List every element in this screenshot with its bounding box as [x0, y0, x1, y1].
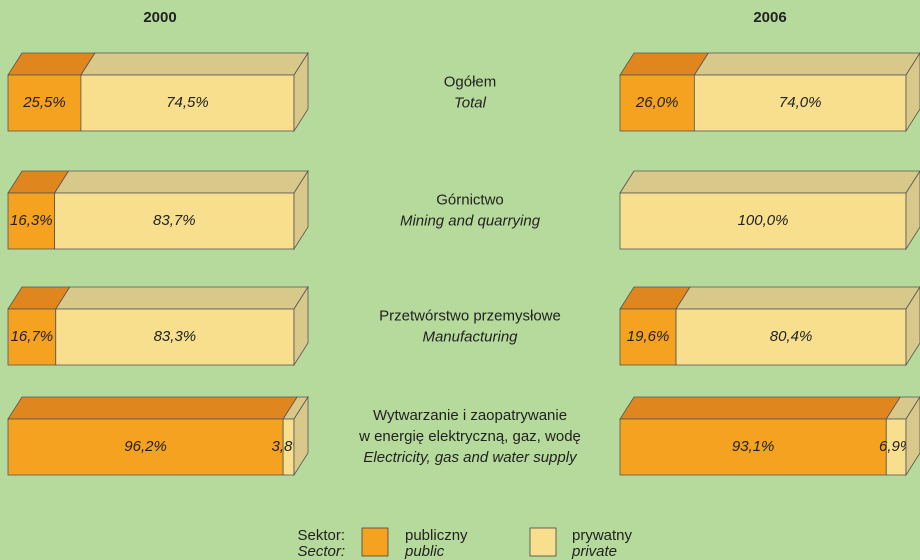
- bar-top: [619, 396, 901, 420]
- legend-title: Sektor:: [297, 527, 345, 544]
- bar: [54, 192, 295, 250]
- bar-side: [905, 286, 920, 367]
- bar: [619, 74, 695, 132]
- bar-side: [905, 52, 920, 133]
- value-label: 74,5%: [166, 94, 209, 111]
- category-label: Przetwórstwo przemysłowe: [379, 307, 561, 324]
- bar-side: [293, 169, 309, 251]
- bar: [7, 418, 284, 476]
- bar-side: [293, 51, 309, 133]
- value-label: 6,9%: [879, 438, 913, 455]
- category-label-en: Electricity, gas and water supply: [363, 449, 578, 466]
- category-label: w energię elektryczną, gaz, wodę: [358, 428, 581, 445]
- value-label: 80,4%: [770, 328, 813, 345]
- category-label-en: Mining and quarrying: [400, 212, 541, 229]
- value-label: 16,3%: [10, 212, 53, 229]
- bar: [7, 192, 56, 250]
- bar: [7, 74, 82, 132]
- chart-title: 2000: [143, 9, 176, 26]
- legend-swatch: [361, 527, 389, 557]
- legend-swatch: [529, 527, 557, 557]
- category-label-en: Total: [454, 94, 487, 111]
- bar-top: [7, 396, 298, 420]
- bar: [80, 74, 295, 132]
- bar: [619, 308, 677, 366]
- bar-top: [619, 170, 920, 194]
- value-label: 19,6%: [627, 328, 670, 345]
- category-label: Górnictwo: [436, 191, 504, 208]
- bar: [7, 308, 57, 366]
- value-label: 25,5%: [22, 94, 66, 111]
- legend-label: publiczny: [405, 527, 468, 544]
- legend-label-en: private: [571, 543, 617, 560]
- bar-top: [675, 286, 920, 310]
- legend-label: prywatny: [572, 527, 633, 544]
- bar-side: [905, 396, 920, 477]
- bar: [675, 308, 907, 366]
- category-label: Ogółem: [444, 73, 497, 90]
- value-label: 74,0%: [779, 94, 822, 111]
- bar: [619, 418, 887, 476]
- bar-top: [7, 52, 96, 76]
- value-label: 16,7%: [11, 328, 54, 345]
- chart-title: 2006: [753, 9, 786, 26]
- bar-top: [55, 286, 309, 310]
- bar-top: [80, 52, 309, 76]
- category-label-en: Manufacturing: [422, 328, 518, 345]
- legend-label-en: public: [404, 543, 445, 560]
- bar-side: [905, 170, 920, 251]
- value-label: 83,7%: [153, 212, 196, 229]
- value-label: 96,2%: [124, 438, 167, 455]
- legend-title-en: Sector:: [297, 543, 345, 560]
- bar: [693, 74, 907, 132]
- bar-side: [293, 395, 309, 477]
- bar-side: [293, 285, 309, 367]
- bar-top: [53, 170, 309, 194]
- value-label: 100,0%: [738, 212, 789, 229]
- value-label: 93,1%: [732, 438, 775, 455]
- category-label: Wytwarzanie i zaopatrywanie: [373, 407, 567, 424]
- value-label: 83,3%: [154, 328, 197, 345]
- bar-top: [693, 52, 920, 76]
- bar-top: [619, 52, 710, 76]
- value-label: 26,0%: [635, 94, 679, 111]
